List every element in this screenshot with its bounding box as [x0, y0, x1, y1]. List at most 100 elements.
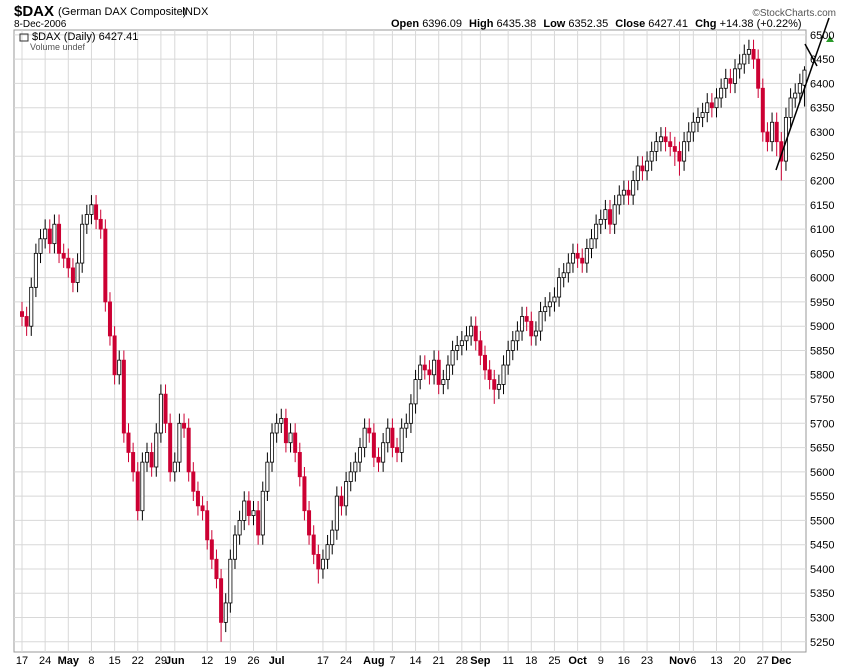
candle-body — [668, 141, 673, 147]
candle-body — [547, 301, 552, 308]
candle-body — [733, 68, 738, 84]
plot-frame — [13, 29, 807, 653]
x-tick-label: May — [58, 655, 80, 667]
candle-body — [376, 456, 381, 463]
candle-body — [700, 112, 705, 118]
candle-body — [103, 228, 108, 303]
candle-body — [371, 432, 376, 458]
x-tick-label: 14 — [409, 655, 421, 667]
x-tick-label: 28 — [456, 655, 468, 667]
credit: ©StockCharts.com — [752, 8, 836, 19]
chart-date: 8-Dec-2006 — [14, 19, 67, 30]
chart-title: $DAX — [14, 3, 54, 20]
y-tick-label: 5700 — [810, 418, 834, 430]
candle-body — [413, 379, 418, 405]
trend-line — [775, 17, 830, 171]
candle-body — [635, 165, 640, 181]
candle-body — [552, 296, 557, 303]
candle-body — [344, 481, 349, 507]
candle-body — [80, 223, 85, 264]
candle-body — [580, 257, 585, 264]
exchange: INDX — [182, 6, 209, 18]
candle-body — [265, 461, 270, 492]
candle-body — [283, 418, 288, 444]
candle-body — [432, 359, 437, 376]
candle-body — [450, 350, 455, 366]
x-tick-label: 25 — [548, 655, 560, 667]
x-tick-label: Nov — [669, 655, 691, 667]
low-label: Low — [543, 18, 565, 30]
x-tick-label: 6 — [690, 655, 696, 667]
candle-body — [719, 87, 724, 99]
y-tick-label: 6150 — [810, 200, 834, 212]
x-tick-label: 7 — [389, 655, 395, 667]
legend-icon — [19, 33, 29, 42]
candle-body — [492, 379, 497, 390]
candle-body — [695, 117, 700, 123]
candle-body — [770, 121, 775, 143]
candle-body — [200, 505, 205, 512]
candle-body — [640, 165, 645, 172]
candle-body — [538, 311, 543, 332]
candle-body — [19, 311, 24, 317]
candle-body — [163, 393, 168, 424]
y-tick-label: 5850 — [810, 345, 834, 357]
candle-body — [158, 393, 163, 434]
candle-body — [385, 427, 390, 444]
candle-body — [621, 189, 626, 196]
candle-body — [70, 267, 75, 283]
candle-body — [89, 204, 94, 215]
y-tick-label: 6300 — [810, 127, 834, 139]
candle-body — [279, 418, 284, 424]
candle-body — [765, 131, 770, 143]
candle-body — [395, 447, 400, 453]
candle-body — [473, 325, 478, 342]
candle-body — [297, 452, 302, 478]
x-tick-label: Oct — [568, 655, 587, 667]
change-label: Chg — [695, 18, 716, 30]
open-value: 6396.09 — [422, 18, 462, 30]
candle-body — [506, 350, 511, 366]
candle-body — [311, 534, 316, 555]
y-tick-label: 5450 — [810, 540, 834, 552]
candle-body — [728, 78, 733, 84]
candle-body — [746, 49, 751, 55]
candle-body — [677, 150, 682, 162]
candle-body — [612, 204, 617, 225]
x-tick-label: 29 — [155, 655, 167, 667]
y-tick-label: 5950 — [810, 297, 834, 309]
candle-body — [455, 345, 460, 351]
candle-body — [802, 69, 807, 86]
x-tick-label: 23 — [641, 655, 653, 667]
candle-body — [422, 364, 427, 371]
y-tick-label: 5800 — [810, 370, 834, 382]
candle-body — [788, 97, 793, 118]
candle-body — [131, 452, 136, 473]
candle-body — [357, 447, 362, 463]
candle-body — [658, 136, 663, 143]
candle-body — [714, 97, 719, 109]
candle-body — [408, 403, 413, 424]
candle-body — [566, 262, 571, 274]
x-tick-label: Sep — [470, 655, 490, 667]
low-value: 6352.35 — [568, 18, 608, 30]
x-tick-label: Aug — [363, 655, 384, 667]
x-tick-label: 11 — [502, 655, 513, 667]
y-tick-label: 6050 — [810, 248, 834, 260]
candle-body — [561, 272, 566, 279]
y-tick-label: 5550 — [810, 491, 834, 503]
candle-body — [649, 150, 654, 162]
candle-body — [603, 209, 608, 220]
candle-body — [672, 146, 677, 152]
candle-body — [149, 452, 154, 468]
candle-body — [529, 320, 534, 337]
candle-body — [126, 432, 131, 453]
candle-body — [436, 359, 441, 385]
candle-body — [260, 490, 265, 536]
candle-body — [61, 252, 66, 259]
up-arrow — [826, 36, 834, 42]
candle-body — [631, 180, 636, 196]
